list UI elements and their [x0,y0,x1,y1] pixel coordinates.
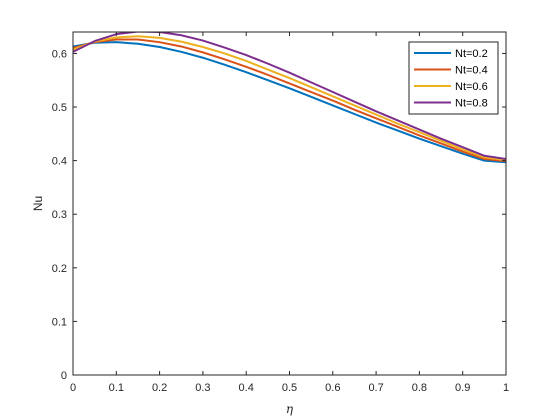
x-tick-label: 0.2 [152,382,167,394]
x-tick-label: 0.9 [455,382,470,394]
x-tick-label: 0 [70,382,76,394]
y-tick-label: 0 [61,370,67,382]
series-line-4 [73,32,506,161]
series-line-1 [73,41,506,164]
y-tick-label: 0.1 [52,316,67,328]
legend-label-4: Nt=0.8 [455,98,488,110]
x-tick-label: 0.4 [239,382,254,394]
x-tick-label: 0.5 [282,382,297,394]
legend-label-2: Nt=0.4 [455,65,488,77]
x-axis-label: η [286,402,294,416]
series-line-3 [73,35,506,162]
y-tick-label: 0.5 [52,102,67,114]
x-tick-label: 0.8 [412,382,427,394]
y-tick-label: 0.3 [52,209,67,221]
y-tick-label: 0.2 [52,263,67,275]
x-tick-label: 0.6 [325,382,340,394]
x-tick-label: 1 [503,382,509,394]
series-line-2 [73,38,506,163]
y-tick-label: 0.6 [52,48,67,60]
legend-label-1: Nt=0.2 [455,48,488,60]
legend-label-3: Nt=0.6 [455,81,488,93]
y-axis-label: Nu [31,196,45,211]
x-tick-label: 0.7 [368,382,383,394]
y-tick-label: 0.4 [52,156,67,168]
x-tick-label: 0.3 [195,382,210,394]
x-tick-label: 0.1 [109,382,124,394]
